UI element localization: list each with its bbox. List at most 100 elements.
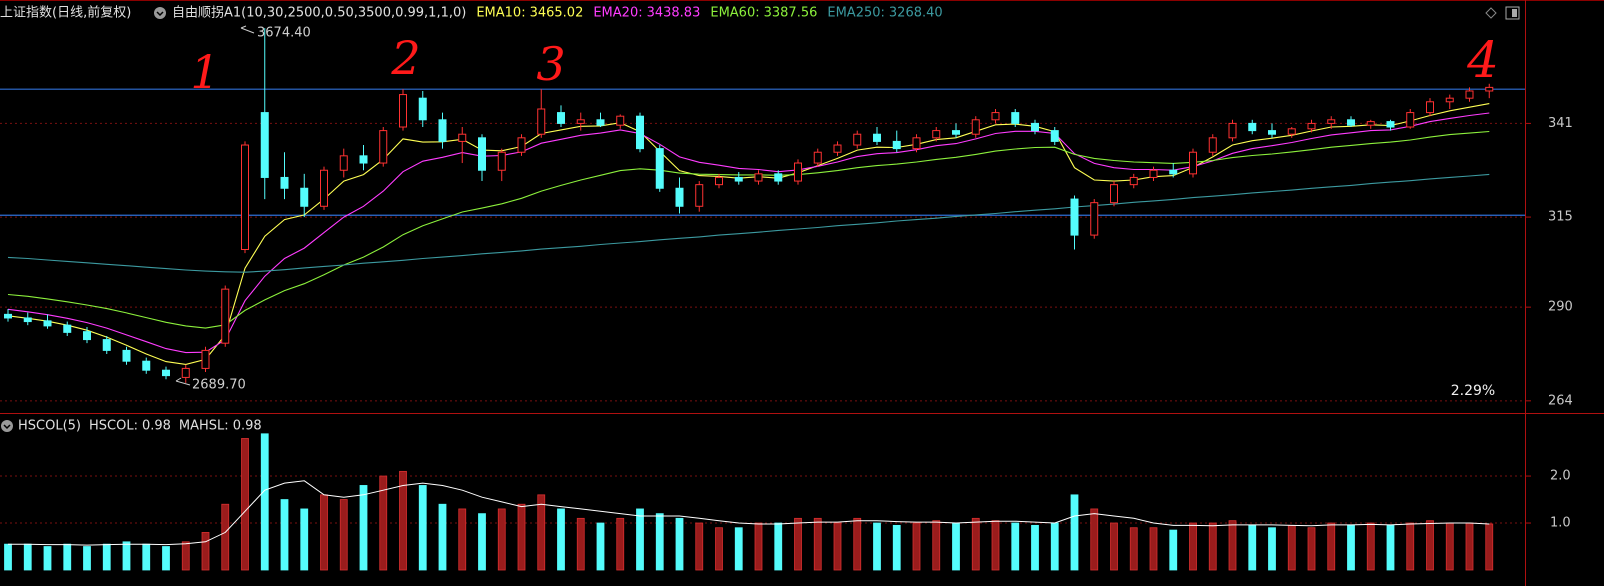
candle-body — [162, 369, 170, 377]
candle-body — [142, 360, 151, 371]
volume-bar — [636, 508, 644, 571]
candle-body — [991, 112, 1000, 121]
volume-bar — [1090, 508, 1099, 571]
volume-bar — [181, 541, 190, 571]
candle-body — [655, 148, 664, 189]
volume-bar — [1169, 529, 1178, 571]
handwritten-mark: 4 — [1466, 31, 1499, 89]
volume-bar — [23, 543, 32, 571]
volume-bar — [1011, 522, 1020, 571]
candle-body — [1031, 122, 1039, 132]
volume-bar — [1485, 523, 1494, 571]
candle-body — [636, 115, 644, 150]
volume-bar — [1268, 527, 1276, 571]
candle-body — [912, 137, 921, 150]
volume-bar — [320, 494, 328, 571]
indicator-icon[interactable] — [154, 7, 166, 19]
candle-body — [1366, 121, 1375, 126]
candle-body — [1228, 122, 1237, 139]
y-tick-label: 264 — [1548, 393, 1573, 408]
volume-bar — [952, 522, 960, 571]
volume-bar — [1406, 522, 1415, 571]
volume-bar — [102, 543, 111, 571]
candle-body — [853, 133, 862, 146]
handwritten-mark: 1 — [190, 45, 219, 99]
volume-bar — [379, 475, 388, 571]
candle-body — [1169, 169, 1178, 175]
candle-body — [1327, 119, 1336, 124]
candle-body — [1149, 169, 1158, 178]
handwritten-mark: 3 — [536, 37, 565, 91]
candle-body — [1307, 122, 1316, 130]
volume-bar — [892, 524, 901, 571]
legend-value: 3438.83 — [647, 6, 701, 21]
volume-bar — [418, 485, 427, 571]
volume-bar — [1347, 524, 1355, 571]
volume-bar — [655, 513, 664, 571]
candle-body — [734, 176, 743, 182]
annotation: 2689.70 — [192, 378, 246, 393]
candle-body — [675, 187, 684, 207]
volume-bar — [497, 508, 506, 571]
volume-bar — [1050, 522, 1059, 571]
volume-bar — [1287, 524, 1296, 571]
candle-body — [83, 331, 91, 341]
volume-bar — [359, 485, 368, 571]
candle-body — [833, 144, 842, 153]
volume-bar — [833, 522, 842, 571]
candle-body — [359, 155, 368, 164]
candle-body — [1050, 130, 1059, 142]
volume-bar — [853, 517, 862, 571]
volume-bar — [1248, 524, 1257, 571]
volume-bar — [734, 527, 743, 571]
legend-name: EMA10: — [476, 6, 525, 21]
ema-line — [7, 103, 1490, 365]
volume-bar — [912, 522, 921, 571]
volume-bar — [458, 508, 467, 571]
candle-body — [280, 176, 289, 189]
volume-bar — [675, 517, 684, 571]
candle-body — [813, 151, 822, 164]
candle-body — [102, 339, 111, 351]
volume-bar — [1465, 522, 1474, 571]
volume-bar — [1426, 520, 1434, 571]
volume-bar — [43, 546, 52, 571]
volume-bar — [596, 522, 605, 571]
volume-bar — [576, 517, 585, 571]
candle-body — [1248, 122, 1257, 132]
volume-bar — [774, 522, 783, 571]
candle-body — [715, 176, 723, 186]
candle-body — [320, 169, 328, 207]
candle-body — [43, 320, 52, 327]
legend-name: EMA250: — [827, 6, 885, 21]
icon-panel[interactable] — [1505, 6, 1520, 20]
candle-body — [932, 130, 941, 139]
candle-body — [1406, 112, 1415, 128]
candle-body — [1189, 151, 1197, 175]
candle-body — [201, 349, 210, 369]
candle-body — [517, 137, 526, 153]
volume-bar — [300, 508, 309, 571]
candle-body — [1465, 90, 1474, 99]
volume-bar — [1366, 522, 1375, 571]
volume-bar — [280, 499, 289, 571]
candle-body — [379, 130, 388, 164]
sub-indicator-icon[interactable] — [1, 420, 13, 432]
candle-body — [1485, 86, 1494, 92]
volume-bar — [794, 517, 802, 571]
volume-bar — [873, 522, 881, 571]
volume-bar — [122, 541, 131, 571]
icon-diamond[interactable] — [1485, 7, 1497, 19]
candle-body — [1070, 198, 1079, 236]
chart-title: 上证指数(日线,前复权) — [0, 5, 131, 21]
candle-body — [616, 115, 625, 126]
legend-name: MAHSL: — [179, 419, 229, 434]
ema-line — [7, 112, 1490, 354]
candle-body — [339, 155, 348, 171]
legend-value: 0.98 — [142, 419, 171, 434]
candle-body — [1090, 202, 1099, 236]
legend-value: 0.98 — [233, 419, 262, 434]
candle-body — [1386, 121, 1395, 128]
